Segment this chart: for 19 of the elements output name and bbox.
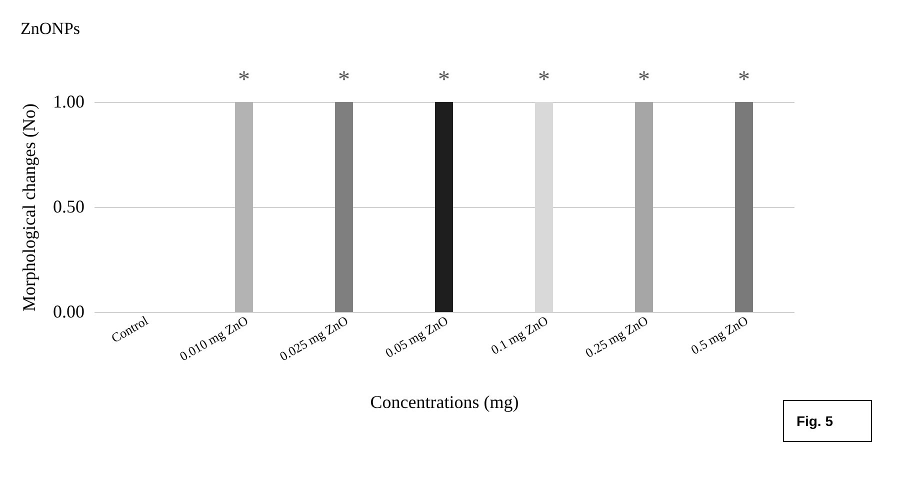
x-tick-label: 0.025 mg ZnO: [277, 312, 350, 364]
annotation: *: [338, 67, 350, 93]
annotation: *: [238, 67, 250, 93]
x-tick-label: 0.010 mg ZnO: [177, 312, 250, 364]
annotation: *: [538, 67, 550, 93]
x-tick-label: 0.5 mg ZnO: [688, 312, 750, 358]
annotation: *: [738, 67, 750, 93]
x-tick-label: 0.25 mg ZnO: [582, 312, 650, 361]
x-axis-title: Concentrations (mg): [370, 392, 519, 412]
annotation: *: [438, 67, 450, 93]
caption: Fig. 5: [783, 400, 872, 442]
x-tick-label: 0.1 mg ZnO: [488, 312, 550, 358]
y-tick-label: 1.00: [53, 92, 84, 112]
x-tick-label: 0.05 mg ZnO: [382, 312, 450, 361]
y-tick-label: 0.00: [53, 302, 84, 322]
annotation: *: [638, 67, 650, 93]
y-tick-label: 0.50: [53, 196, 84, 216]
chart-title: ZnONPs: [20, 19, 80, 38]
y-axis-title: Morphological changes (No): [19, 104, 39, 312]
